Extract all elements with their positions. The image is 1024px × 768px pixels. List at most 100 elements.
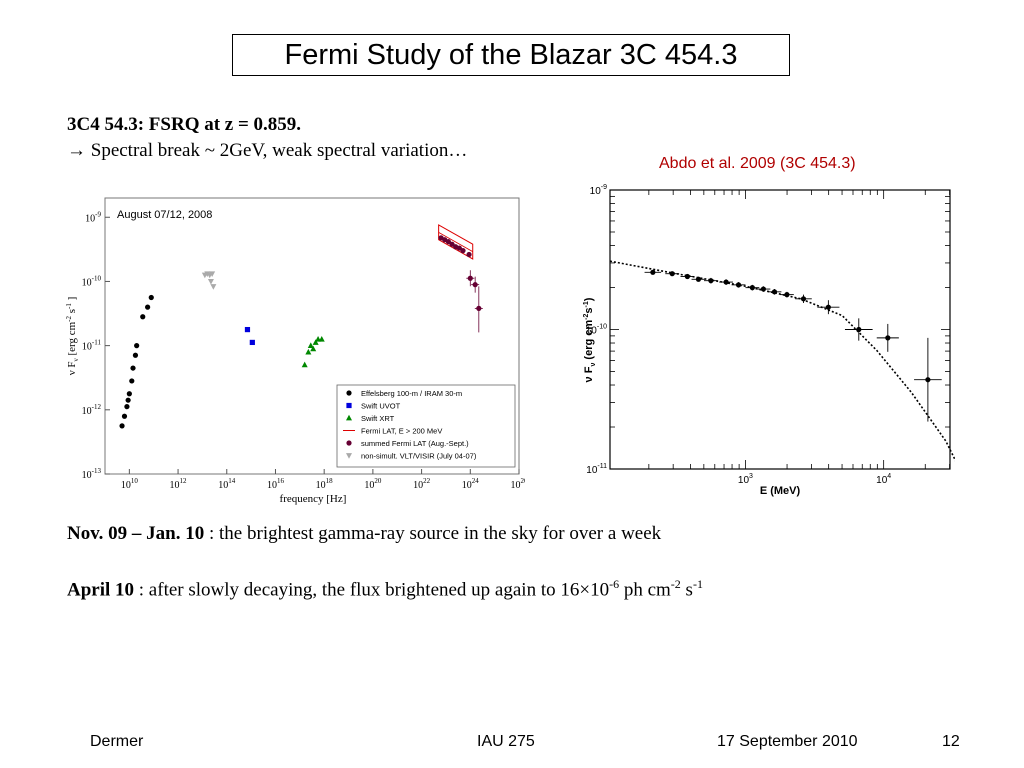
sed-data-point — [476, 305, 482, 311]
fermi-data-point — [695, 276, 702, 282]
fermi-data-point — [708, 278, 714, 284]
fermi-xtick-label: 104 — [876, 473, 891, 486]
sed-ytick-label: 10-9 — [85, 210, 101, 224]
fermi-data-point — [771, 289, 778, 295]
sed-legend-label: Swift UVOT — [361, 402, 401, 411]
fermi-data-point — [723, 279, 729, 285]
sed-xtick-label: 1010 — [121, 477, 138, 491]
bullet-flux-unit2: s — [680, 579, 693, 601]
bullet-flux: April 10 : after slowly decaying, the fl… — [67, 577, 703, 601]
sed-legend-marker — [346, 402, 352, 409]
sed-data-point — [301, 361, 308, 368]
fermi-model-curve — [609, 260, 955, 462]
citation: Abdo et al. 2009 (3C 454.3) — [659, 155, 856, 172]
fermi-data-point — [650, 269, 656, 275]
fermi-ytick-label: 10-9 — [590, 184, 607, 197]
sed-data-point — [129, 378, 135, 384]
sed-data-point — [145, 304, 151, 310]
footer-page-number: 12 — [942, 733, 960, 750]
sed-legend-label: non-simult. VLT/VISIR (July 04-07) — [361, 452, 477, 461]
arrow-icon: → — [67, 140, 86, 161]
sed-data-point — [210, 284, 217, 290]
sed-ytick-label: 10-10 — [82, 274, 102, 288]
bullet-brightest-dates: Nov. 09 – Jan. 10 — [67, 523, 205, 544]
sed-chart: August 07/12, 2008 1010 1012 1014 1016 1018 1… — [65, 197, 526, 505]
sed-title: August 07/12, 2008 — [117, 209, 212, 221]
fermi-xlabel: E (MeV) — [760, 485, 801, 497]
sed-data-point — [449, 241, 455, 247]
sed-xtick-label: 1026 — [511, 477, 526, 491]
sed-data-point — [318, 336, 325, 342]
fermi-xtick-label: 103 — [738, 473, 753, 486]
sed-xtick-label: 1020 — [364, 477, 382, 491]
sed-data-point — [126, 391, 132, 397]
sed-ylabel: ν Fν [erg cm-2 s-1 ] — [65, 297, 80, 376]
sed-data-point — [124, 404, 130, 410]
slide-title: Fermi Study of the Blazar 3C 454.3 — [232, 34, 790, 76]
sed-data-point — [209, 271, 216, 277]
sed-data-point — [125, 397, 131, 403]
sed-legend-label: summed Fermi LAT (Aug.-Sept.) — [361, 439, 469, 448]
bullet-flux-exp1: -6 — [609, 577, 620, 591]
fermi-data-point — [825, 304, 831, 310]
bullet-brightest: Nov. 09 – Jan. 10 : the brightest gamma-… — [67, 523, 661, 545]
fermi-data-point — [669, 271, 675, 277]
bullet-brightest-text: : the brightest gamma-ray source in the … — [204, 523, 662, 544]
sed-legend-label: Fermi LAT, E > 200 MeV — [361, 427, 442, 436]
sed-data-point — [130, 365, 136, 371]
sed-plot-frame — [104, 197, 520, 475]
sed-xtick-label: 1024 — [462, 477, 480, 491]
sed-fermi-bowtie — [438, 224, 474, 260]
intro-line-break: → Spectral break ~ 2GeV, weak spectral v… — [67, 140, 467, 162]
sed-data-point — [305, 348, 312, 355]
sed-legend-label: Swift XRT — [361, 414, 395, 423]
fermi-ytick-label: 10-10 — [586, 324, 607, 337]
sed-data-point — [466, 251, 472, 258]
intro-line-source: 3C4 54.3: FSRQ at z = 0.859. — [67, 114, 302, 135]
sed-data-point — [134, 343, 140, 349]
fermi-data-point — [684, 273, 690, 280]
sed-ytick-label: 10-13 — [82, 467, 102, 481]
bullet-flux-exp3: -1 — [692, 577, 703, 591]
sed-legend-marker — [346, 390, 352, 396]
sed-data-point — [467, 275, 473, 281]
sed-data-point — [472, 282, 478, 288]
fermi-ytick-label: 10-11 — [586, 463, 607, 476]
fermi-data-point — [856, 326, 862, 333]
sed-fermi-bowtie-center — [438, 231, 473, 252]
intro-line-break-text: Spectral break ~ 2GeV, weak spectral var… — [86, 140, 468, 161]
fermi-plot-frame — [609, 189, 951, 470]
sed-xtick-label: 1012 — [170, 477, 188, 491]
fermi-data-point — [749, 285, 755, 291]
sed-data-point — [140, 314, 146, 320]
fermi-data-point — [784, 292, 790, 298]
sed-data-point — [121, 413, 128, 419]
fermi-ylabel: ν Fν (erg cm-2s-1) — [583, 297, 597, 382]
sed-legend-marker — [346, 414, 352, 421]
fermi-data-point — [885, 335, 891, 341]
footer-event: IAU 275 — [477, 733, 535, 750]
bullet-flux-unit: ph cm — [619, 579, 671, 601]
sed-xtick-label: 1018 — [316, 477, 334, 491]
sed-xtick-label: 1014 — [218, 477, 236, 491]
footer-author: Dermer — [90, 733, 144, 750]
fermi-data-point — [760, 286, 767, 292]
sed-data-point — [244, 326, 251, 333]
sed-data-point — [312, 339, 319, 345]
bullet-flux-text: : after slowly decaying, the flux bright… — [134, 579, 610, 601]
sed-data-point — [207, 279, 214, 285]
footer-date: 17 September 2010 — [717, 733, 858, 750]
bullet-flux-exp2: -2 — [670, 577, 681, 591]
sed-xlabel: frequency [Hz] — [280, 493, 347, 505]
sed-data-point — [148, 294, 154, 301]
sed-data-point — [310, 345, 317, 352]
sed-data-point — [445, 239, 451, 245]
sed-data-point — [307, 342, 314, 349]
sed-legend-marker — [346, 440, 352, 446]
sed-data-point — [119, 423, 125, 429]
sed-data-point — [132, 352, 139, 358]
sed-data-point — [456, 245, 462, 251]
sed-xtick-label: 1022 — [413, 477, 431, 491]
sed-legend-marker — [346, 453, 352, 459]
sed-data-point — [249, 339, 255, 346]
